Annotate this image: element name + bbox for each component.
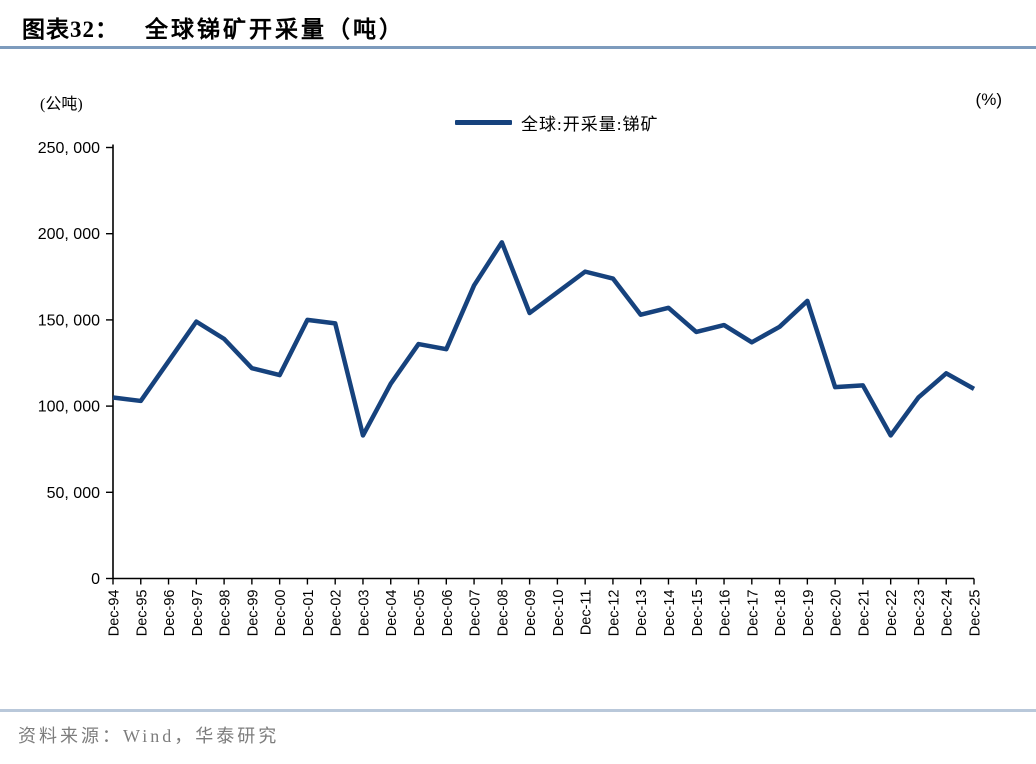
- x-tick-label: Dec-01: [301, 590, 317, 637]
- x-tick-label: Dec-94: [107, 590, 123, 637]
- x-tick-label: Dec-97: [190, 590, 206, 637]
- x-tick-label: Dec-25: [968, 590, 984, 637]
- x-tick-label: Dec-00: [273, 590, 289, 637]
- legend-series-label: 全球:开采量:锑矿: [521, 115, 659, 134]
- x-tick-label: Dec-20: [829, 590, 845, 637]
- x-tick-label: Dec-09: [523, 590, 539, 637]
- y-tick-label: 200, 000: [38, 226, 100, 243]
- y-axis-unit-label: (公吨): [40, 96, 83, 113]
- series-line-全球:开采量:锑矿: [112, 240, 976, 438]
- x-tick-label: Dec-02: [329, 590, 345, 637]
- x-tick-label: Dec-11: [579, 590, 595, 636]
- x-tick-label: Dec-99: [245, 590, 261, 637]
- x-tick-label: Dec-16: [718, 590, 734, 637]
- x-tick-label: Dec-24: [940, 590, 956, 637]
- right-axis-unit-label: (%): [975, 90, 1002, 109]
- title-underline: [0, 46, 1036, 49]
- y-tick-label: 0: [91, 571, 100, 588]
- x-tick-label: Dec-98: [218, 590, 234, 637]
- line-chart-canvas: 0 50, 000 100, 000 150, 000 200, 000 250, 000…: [38, 140, 984, 637]
- x-tick-label: Dec-08: [495, 590, 511, 637]
- chart-title-text: 全球锑矿开采量（吨）: [145, 17, 405, 42]
- y-tick-label: 100, 000: [38, 399, 100, 416]
- x-tick-label: Dec-96: [162, 590, 178, 637]
- chart-title-number: 图表32：: [22, 17, 119, 42]
- x-tick-label: Dec-03: [356, 590, 372, 637]
- x-tick-label: Dec-12: [606, 590, 622, 637]
- y-tick-label: 250, 000: [38, 140, 100, 157]
- x-tick-label: Dec-95: [134, 590, 150, 637]
- x-tick-label: Dec-07: [468, 590, 484, 637]
- x-tick-label: Dec-18: [773, 590, 789, 637]
- x-tick-label: Dec-22: [884, 590, 900, 637]
- x-tick-label: Dec-14: [662, 590, 678, 637]
- legend: 全球:开采量:锑矿: [455, 110, 658, 135]
- x-tick-label: Dec-17: [745, 590, 761, 637]
- x-tick-label: Dec-23: [912, 590, 928, 637]
- footer-divider: [0, 709, 1036, 712]
- data-source-note: 资料来源：Wind，华泰研究: [18, 726, 280, 746]
- x-tick-label: Dec-06: [440, 590, 456, 637]
- y-tick-label: 50, 000: [47, 485, 100, 502]
- legend-line-swatch: [455, 120, 512, 125]
- x-tick-label: Dec-04: [384, 590, 400, 637]
- x-tick-label: Dec-10: [551, 590, 567, 637]
- y-tick-label: 150, 000: [38, 312, 100, 329]
- chart-title: 图表32： 全球锑矿开采量（吨）: [22, 10, 1014, 44]
- x-tick-label: Dec-21: [856, 590, 872, 637]
- x-tick-label: Dec-13: [634, 590, 650, 637]
- x-tick-label: Dec-05: [412, 590, 428, 637]
- x-tick-label: Dec-15: [690, 590, 706, 637]
- x-tick-label: Dec-19: [801, 590, 817, 637]
